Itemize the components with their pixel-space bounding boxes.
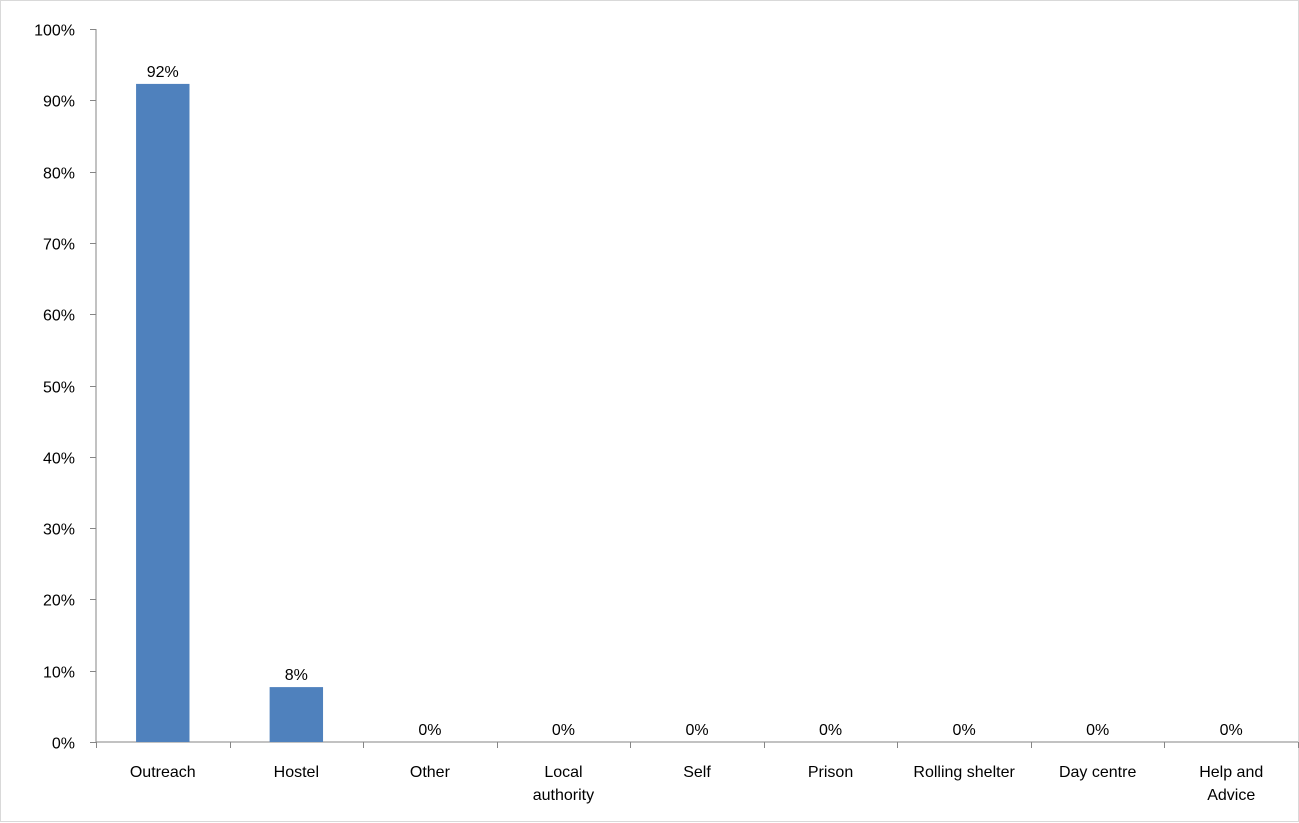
- x-tick-label-line: Other: [410, 764, 451, 781]
- data-label: 92%: [147, 64, 179, 81]
- data-label: 0%: [1220, 722, 1243, 739]
- x-tick-label: Other: [410, 764, 451, 781]
- y-tick-label: 100%: [34, 23, 75, 40]
- y-tick-label: 90%: [43, 94, 75, 111]
- x-tick-label: Rolling shelter: [913, 764, 1015, 781]
- x-tick-label-line: Day centre: [1059, 764, 1136, 781]
- x-tick-label: Self: [683, 764, 711, 781]
- x-tick-label-line: Hostel: [274, 764, 319, 781]
- data-label: 0%: [685, 722, 708, 739]
- x-tick-label-line: authority: [533, 787, 594, 804]
- x-tick-label-line: Prison: [808, 764, 853, 781]
- y-tick-label: 20%: [43, 593, 75, 610]
- y-tick-label: 0%: [52, 736, 75, 753]
- x-tick-label-line: Local: [544, 764, 582, 781]
- data-label: 0%: [552, 722, 575, 739]
- data-label: 0%: [418, 722, 441, 739]
- x-tick-label-line: Outreach: [130, 764, 196, 781]
- bar: [136, 83, 190, 742]
- y-tick-label: 80%: [43, 166, 75, 183]
- data-label: 0%: [1086, 722, 1109, 739]
- x-tick-label: Hostel: [274, 764, 319, 781]
- x-tick-label-line: Rolling shelter: [913, 764, 1015, 781]
- x-tick-label-line: Advice: [1207, 787, 1255, 804]
- y-tick-label: 60%: [43, 308, 75, 325]
- y-tick-label: 50%: [43, 380, 75, 397]
- x-tick-label: Prison: [808, 764, 853, 781]
- data-label: 0%: [953, 722, 976, 739]
- y-tick-label: 70%: [43, 237, 75, 254]
- x-tick-label: Local authority: [533, 764, 594, 804]
- y-tick-label: 30%: [43, 522, 75, 539]
- x-tick-label-line: Self: [683, 764, 711, 781]
- x-tick-label: Help and Advice: [1199, 764, 1263, 804]
- data-label: 8%: [285, 667, 308, 684]
- x-tick-label: Day centre: [1059, 764, 1136, 781]
- y-tick-label: 40%: [43, 451, 75, 468]
- data-label: 0%: [819, 722, 842, 739]
- x-tick-label: Outreach: [130, 764, 196, 781]
- bar: [269, 687, 324, 742]
- y-tick-label: 10%: [43, 665, 75, 682]
- x-tick-label-line: Help and: [1199, 764, 1263, 781]
